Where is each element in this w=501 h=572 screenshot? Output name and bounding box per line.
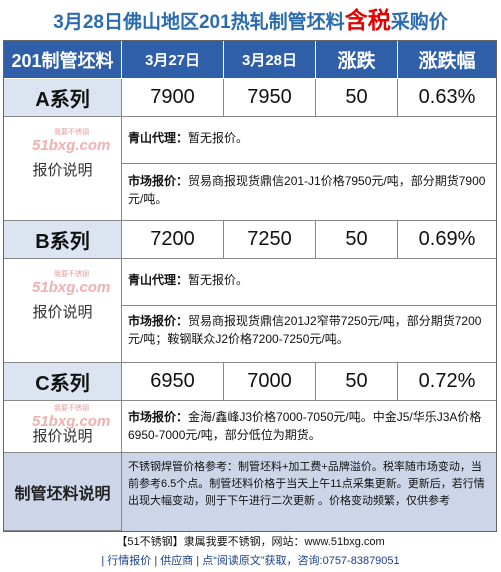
summary-label: 制管坯料说明 <box>4 453 122 531</box>
notes-content: 市场报价：金海/鑫峰J3价格7000-7050元/吨。中金J5/华乐J3A价格6… <box>122 401 496 453</box>
series-name: B系列 <box>4 221 122 259</box>
table-row: A系列 7900 7950 50 0.63% <box>4 79 496 117</box>
price-change: 50 <box>316 363 398 401</box>
notes-label: 报价说明 <box>32 162 93 179</box>
market-quote: 市场报价：金海/鑫峰J3价格7000-7050元/吨。中金J5/华乐J3A价格6… <box>128 410 482 442</box>
price-change-pct: 0.69% <box>398 221 496 259</box>
header-date-28: 3月28日 <box>224 41 316 79</box>
notes-label-cell: 我要不锈钢 51bxg.com 报价说明 <box>4 401 122 453</box>
watermark-logo: 我要不锈钢 51bxg.com <box>32 129 111 154</box>
notes-a: 我要不锈钢 51bxg.com 报价说明 青山代理：暂无报价。 市场报价：贸易商报… <box>4 117 496 221</box>
price-27: 7900 <box>122 79 224 117</box>
agent-quote: 青山代理：暂无报价。 <box>128 273 249 287</box>
notes-b: 我要不锈钢 51bxg.com 报价说明 青山代理：暂无报价。 市场报价：贸易商报… <box>4 259 496 363</box>
table-row: B系列 7200 7250 50 0.69% <box>4 221 496 259</box>
notes-label-cell: 我要不锈钢 51bxg.com 报价说明 <box>4 117 122 221</box>
agent-quote: 青山代理：暂无报价。 <box>128 131 249 145</box>
price-table: 201制管坯料 3月27日 3月28日 涨跌 涨跌幅 A系列 7900 7950… <box>3 40 497 532</box>
series-name: C系列 <box>4 363 122 401</box>
table-row: C系列 6950 7000 50 0.72% <box>4 363 496 401</box>
table-header: 201制管坯料 3月27日 3月28日 涨跌 涨跌幅 <box>4 41 496 79</box>
watermark-logo: 我要不锈钢 51bxg.com <box>32 271 111 296</box>
price-28: 7000 <box>224 363 316 401</box>
header-date-27: 3月27日 <box>122 41 224 79</box>
notes-content: 青山代理：暂无报价。 市场报价：贸易商报现货鼎信201-J1价格7950元/吨，… <box>122 117 496 221</box>
footer-links[interactable]: | 行情报价 | 供应商 | 点“阅读原文”获取，咨询:0757-8387905… <box>101 555 400 567</box>
footer: 【51不锈钢】隶属我要不锈钢，网站：www.51bxg.com | 行情报价 |… <box>0 533 501 571</box>
price-change-pct: 0.72% <box>398 363 496 401</box>
header-change-pct: 涨跌幅 <box>398 41 496 79</box>
price-change: 50 <box>316 79 398 117</box>
title-highlight: 含税 <box>344 7 391 33</box>
summary-row: 制管坯料说明 不锈钢焊管价格参考：制管坯料+加工费+品牌溢价。税率随市场变动，当… <box>4 453 496 531</box>
notes-label: 报价说明 <box>32 304 93 321</box>
notes-c: 我要不锈钢 51bxg.com 报价说明 市场报价：金海/鑫峰J3价格7000-7… <box>4 401 496 453</box>
price-27: 6950 <box>122 363 224 401</box>
summary-text: 不锈钢焊管价格参考：制管坯料+加工费+品牌溢价。税率随市场变动，当前参考6.5个… <box>128 461 485 507</box>
footer-site: 【51不锈钢】隶属我要不锈钢，网站：www.51bxg.com <box>116 536 385 548</box>
price-change-pct: 0.63% <box>398 79 496 117</box>
notes-content: 青山代理：暂无报价。 市场报价：贸易商报现货鼎信201J2窄带7250元/吨，部… <box>122 259 496 363</box>
price-28: 7950 <box>224 79 316 117</box>
series-name: A系列 <box>4 79 122 117</box>
price-27: 7200 <box>122 221 224 259</box>
price-28: 7250 <box>224 221 316 259</box>
notes-label: 报价说明 <box>32 428 93 445</box>
header-change: 涨跌 <box>316 41 398 79</box>
watermark-logo: 我要不锈钢 51bxg.com <box>32 405 111 430</box>
notes-label-cell: 我要不锈钢 51bxg.com 报价说明 <box>4 259 122 363</box>
market-quote: 市场报价：贸易商报现货鼎信201J2窄带7250元/吨，部分期货7200元/吨；… <box>122 305 496 363</box>
header-product: 201制管坯料 <box>4 41 122 79</box>
price-change: 50 <box>316 221 398 259</box>
market-quote: 市场报价：贸易商报现货鼎信201-J1价格7950元/吨，部分期货7900元/吨… <box>122 163 496 221</box>
page-title: 3月28日佛山地区201热轧制管坯料含税采购价 <box>53 7 448 33</box>
